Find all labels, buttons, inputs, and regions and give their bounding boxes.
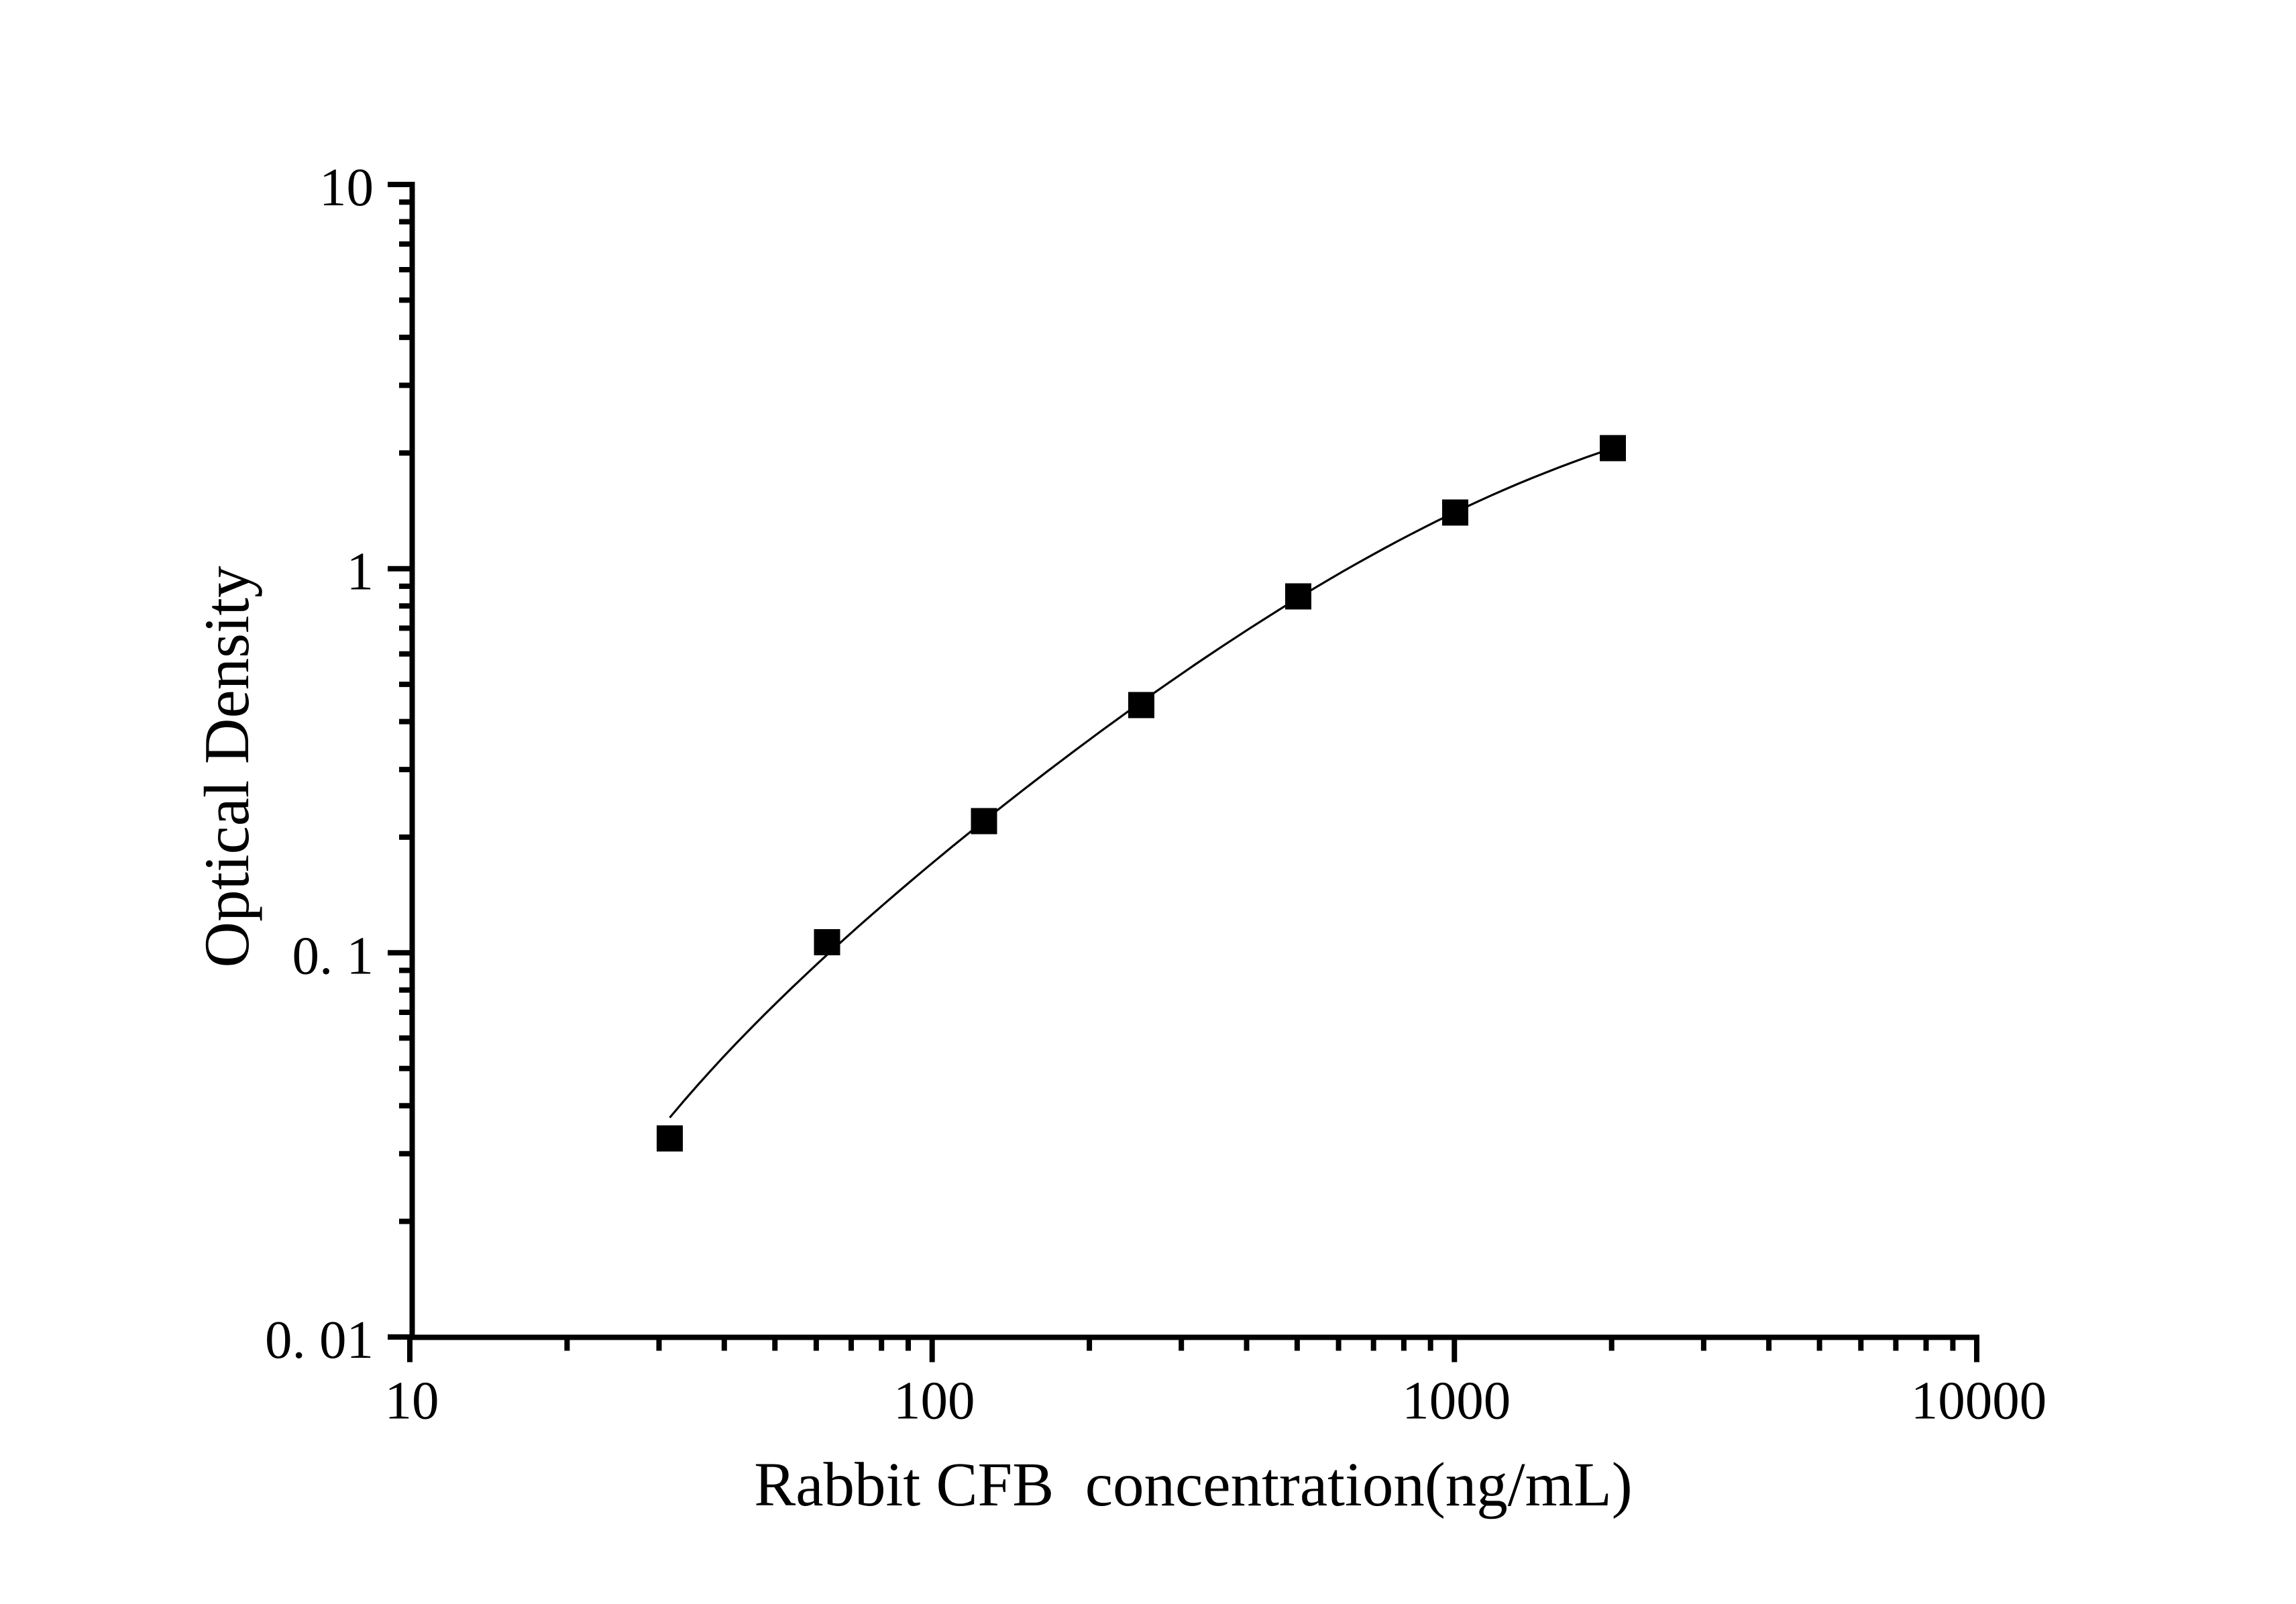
svg-text:10000: 10000: [1911, 1371, 2047, 1431]
svg-text:100: 100: [893, 1371, 975, 1431]
svg-text:1000: 1000: [1402, 1371, 1511, 1431]
svg-text:Rabbit CFB concentration(ng/m: Rabbit CFB concentration(ng/mL): [754, 1450, 1633, 1519]
svg-text:10: 10: [385, 1371, 439, 1431]
svg-text:10: 10: [319, 157, 374, 217]
svg-text:0. 01: 0. 01: [265, 1309, 374, 1370]
svg-text:1: 1: [347, 541, 374, 602]
svg-text:Optical Density: Optical Density: [191, 566, 262, 967]
svg-text:0. 1: 0. 1: [292, 925, 374, 985]
